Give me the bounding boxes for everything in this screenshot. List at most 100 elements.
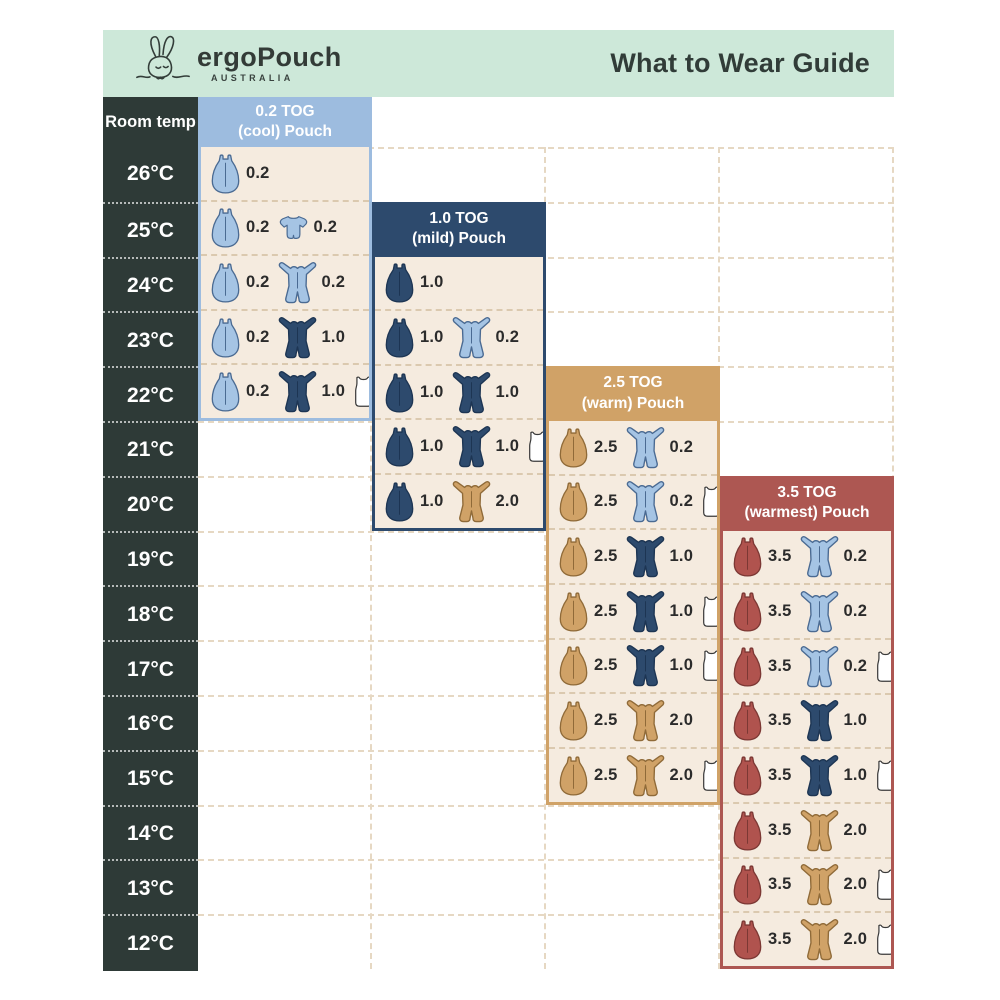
tog-value: 2.0 [669,711,694,730]
tog-value: 1.0 [843,766,868,785]
temp-cell: 18°C [103,585,198,643]
tog-value: 0.2 [669,437,694,456]
sleep-bag-icon [211,317,240,358]
sleep-bag-icon [559,428,588,468]
pouch-title-line1: 0.2 TOG [255,102,315,120]
grid-line [198,311,894,314]
sleep-bag-icon [733,592,762,632]
tog-value: 1.0 [420,491,444,510]
page-title: What to Wear Guide [610,48,870,78]
temp-cell: 26°C [103,147,198,202]
tog-value: 2.5 [594,492,618,511]
pouch-panel-header: 2.5 TOG (warm) Pouch [546,366,720,421]
pouch-panel-header: 0.2 TOG (cool) Pouch [198,97,372,147]
tog-value: 3.5 [768,547,792,566]
pouch-title-line2: (warm) Pouch [581,394,685,412]
tog-value: 1.0 [495,437,520,456]
pouch-row: 3.5 2.0 [723,856,891,912]
pouch-row: 2.5 0.2 [549,421,717,474]
singlet-icon [529,431,543,463]
sleep-bag-icon [385,318,414,358]
sleep-bag-icon [385,263,414,303]
tog-value: 0.2 [246,163,270,182]
tog-value: 1.0 [669,547,694,566]
pouch-title-line1: 3.5 TOG [777,484,837,502]
tog-value: 2.5 [594,547,618,566]
tog-value: 0.2 [313,218,338,237]
pouch-row: 3.5 0.2 [723,531,891,584]
sleepsuit-icon [278,371,316,413]
pouch-row: 2.5 2.0 [549,692,717,747]
pouch-panel-body: 2.5 0.2 2.5 0.2 2.5 1.0 2.5 1.0 2.5 1.0 2.5 2.0 2.5 2… [546,420,720,805]
sleepsuit-icon [626,645,664,687]
tog-value: 2.0 [843,820,868,839]
pouch-row: 1.0 1.0 [375,418,543,473]
grid-line [198,804,894,807]
grid-line [198,147,894,149]
sleepsuit-icon [452,317,490,359]
pouch-panel-body: 3.5 0.2 3.5 0.2 3.5 0.2 3.5 1.0 3.5 1.0 3.5 2.0 3.5 2… [720,530,894,969]
pouch-row: 1.0 2.0 [375,472,543,528]
sleep-bag-icon [733,647,762,687]
sleepsuit-icon [800,864,838,906]
sleep-bag-icon [733,811,762,851]
pouch-row: 3.5 2.0 [723,911,891,966]
grid-line [198,256,894,259]
pouch-row: 1.0 0.2 [375,309,543,364]
sleepsuit-icon [452,426,490,468]
pouch-row: 3.5 2.0 [723,801,891,857]
pouch-panel-1.0: 1.0 TOG (mild) Pouch 1.0 1.0 0.2 1.0 1.0 1.0 1.0… [372,201,546,531]
temp-cell: 20°C [103,475,198,533]
pouch-row: 3.5 0.2 [723,637,891,693]
singlet-icon [355,376,369,408]
sleep-bag-icon [211,372,240,412]
pouch-row: 2.5 1.0 [549,528,717,583]
grid-line [198,914,894,917]
temp-cell: 25°C [103,201,198,259]
temp-cell: 15°C [103,749,198,807]
grid-line [370,147,372,969]
sleep-bag-icon [733,865,762,906]
tog-value: 1.0 [321,382,346,401]
temp-cell: 21°C [103,421,198,478]
tog-value: 1.0 [669,601,694,620]
pouch-title-line1: 2.5 TOG [603,374,663,392]
tog-value: 0.2 [669,492,694,511]
tog-value: 3.5 [768,820,792,839]
sleep-bag-icon [385,482,414,522]
tog-value: 2.5 [594,711,618,730]
temp-cell: 24°C [103,256,198,314]
pouch-title-line2: (mild) Pouch [412,230,506,248]
tog-value: 2.5 [594,437,618,456]
sleep-bag-icon [733,537,762,577]
sleepsuit-icon [800,919,838,961]
tog-value: 1.0 [420,437,444,456]
sleep-bag-icon [559,646,588,686]
pouch-panel-0.2: 0.2 TOG (cool) Pouch 0.2 0.2 0.2 0.2 0.2 0.2 1.0… [198,97,372,421]
pouch-title-line1: 1.0 TOG [429,210,489,228]
brand-name: ergoPouch [197,42,342,72]
tog-value: 0.2 [843,656,868,675]
tog-value: 0.2 [246,272,270,291]
pouch-row: 2.5 2.0 [549,746,717,802]
sleepsuit-icon [278,316,316,358]
tog-value: 2.5 [594,656,618,675]
sleepsuit-icon [452,371,490,413]
pouch-panel-header: 1.0 TOG (mild) Pouch [372,201,546,257]
singlet-icon [877,760,891,792]
singlet-icon [703,487,717,518]
sleep-bag-icon [211,263,240,303]
sleepsuit-icon [626,536,664,578]
pouch-row: 0.2 [201,147,369,200]
tog-value: 1.0 [420,327,444,346]
pouch-title-line2: (cool) Pouch [238,123,332,140]
tog-value: 1.0 [843,711,868,730]
tog-value: 2.0 [843,875,868,894]
tog-value: 2.5 [594,601,618,620]
pouch-panel-3.5: 3.5 TOG (warmest) Pouch 3.5 0.2 3.5 0.2 3.5 0.2… [720,475,894,969]
pouch-row: 2.5 0.2 [549,473,717,529]
sleep-bag-icon [211,154,240,194]
sleep-bag-icon [559,756,588,796]
pouch-row: 0.2 1.0 [201,308,369,364]
